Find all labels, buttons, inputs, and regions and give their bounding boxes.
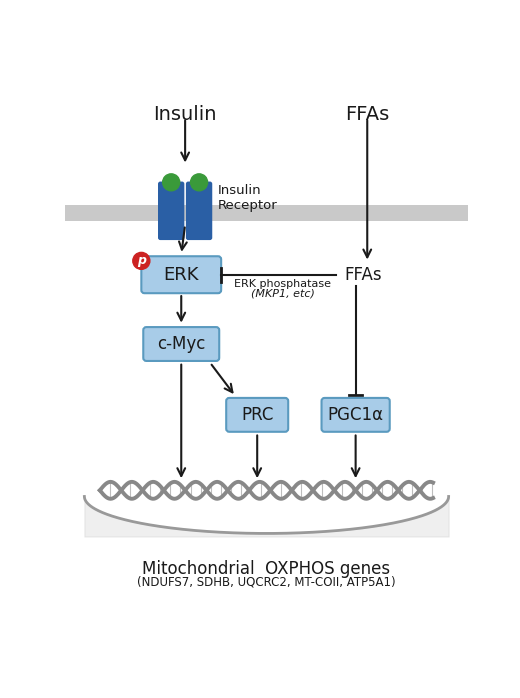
Text: FFAs: FFAs: [345, 266, 382, 283]
Bar: [65, 205, 468, 221]
FancyBboxPatch shape: [186, 181, 212, 240]
FancyBboxPatch shape: [226, 398, 288, 432]
Text: ERK: ERK: [163, 266, 199, 283]
Text: Insulin: Insulin: [153, 105, 217, 124]
FancyBboxPatch shape: [144, 327, 219, 361]
FancyBboxPatch shape: [158, 181, 185, 240]
Circle shape: [163, 174, 180, 191]
FancyBboxPatch shape: [321, 398, 389, 432]
Text: (MKP1, etc): (MKP1, etc): [251, 288, 315, 299]
FancyBboxPatch shape: [141, 256, 221, 293]
Circle shape: [133, 253, 150, 269]
Text: PRC: PRC: [241, 406, 274, 424]
Text: c-Myc: c-Myc: [157, 335, 205, 353]
Circle shape: [190, 174, 207, 191]
Text: (NDUFS7, SDHB, UQCRC2, MT-COII, ATP5A1): (NDUFS7, SDHB, UQCRC2, MT-COII, ATP5A1): [137, 575, 396, 588]
Text: PGC1α: PGC1α: [328, 406, 384, 424]
Text: Insulin
Receptor: Insulin Receptor: [218, 184, 278, 211]
Text: Mitochondrial  OXPHOS genes: Mitochondrial OXPHOS genes: [142, 560, 391, 578]
Text: ERK phosphatase: ERK phosphatase: [234, 279, 331, 288]
Text: FFAs: FFAs: [345, 105, 389, 124]
Text: p: p: [137, 254, 146, 267]
